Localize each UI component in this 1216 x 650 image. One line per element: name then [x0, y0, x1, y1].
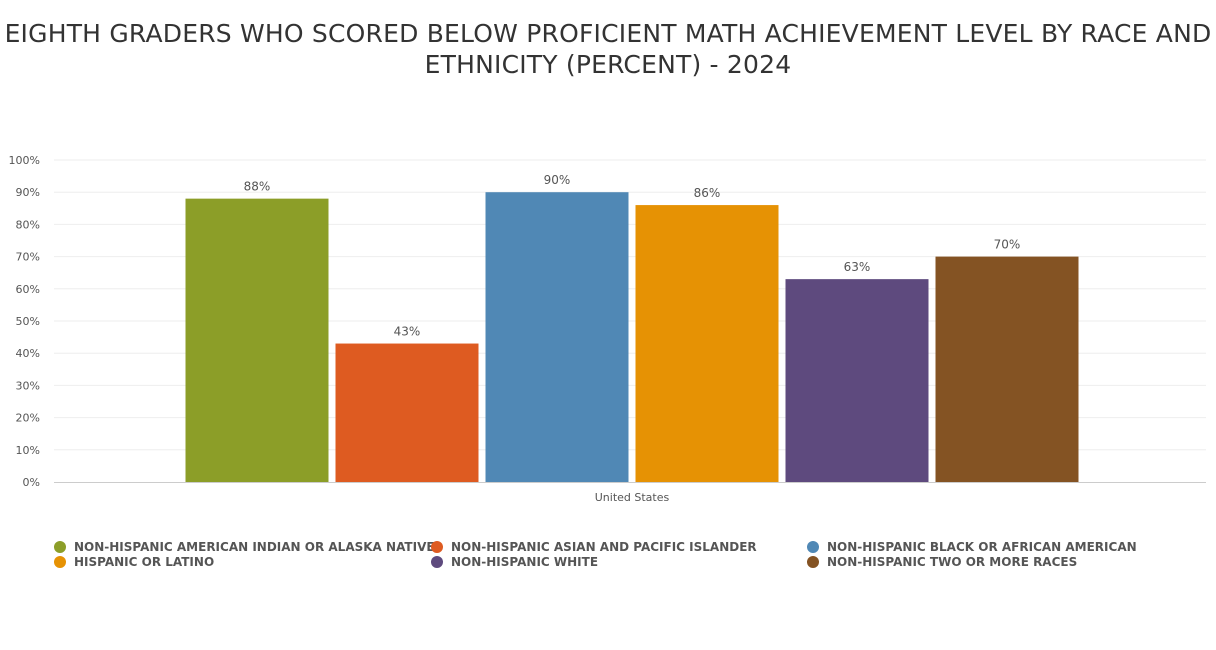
legend-swatch — [54, 541, 66, 553]
data-label: 90% — [544, 173, 571, 187]
x-tick-label: United States — [595, 491, 670, 504]
y-tick-label: 70% — [16, 251, 40, 264]
bar[interactable] — [485, 192, 629, 482]
y-tick-label: 0% — [23, 476, 40, 489]
y-tick-label: 60% — [16, 283, 40, 296]
bar-chart: 0% 10% 20% 30% 40% 50% 60% 70% 80% 90% 100% 88% 43%… — [9, 154, 1206, 504]
x-axis: United States — [54, 482, 1206, 504]
legend-item[interactable]: HISPANIC OR LATINO — [54, 555, 214, 569]
legend-label: NON-HISPANIC WHITE — [451, 555, 599, 569]
data-label: 63% — [844, 260, 871, 274]
bar[interactable] — [785, 279, 929, 482]
legend-swatch — [431, 541, 443, 553]
legend-swatch — [431, 556, 443, 568]
legend-swatch — [807, 541, 819, 553]
data-label: 70% — [994, 238, 1021, 252]
data-labels: 88% 43% 90% 86% 63% 70% — [244, 173, 1021, 338]
y-axis: 0% 10% 20% 30% 40% 50% 60% 70% 80% 90% 100% — [9, 154, 40, 489]
data-label: 86% — [694, 186, 721, 200]
y-tick-label: 30% — [16, 379, 40, 392]
bar[interactable] — [335, 343, 479, 482]
chart-title: EIGHTH GRADERS WHO SCORED BELOW PROFICIE… — [4, 19, 1212, 79]
data-label: 43% — [394, 325, 421, 339]
y-tick-label: 80% — [16, 218, 40, 231]
bars — [185, 192, 1079, 482]
legend-label: HISPANIC OR LATINO — [74, 555, 215, 569]
bar[interactable] — [635, 205, 779, 482]
legend-item[interactable]: NON-HISPANIC WHITE — [431, 555, 598, 569]
legend-item[interactable]: NON-HISPANIC TWO OR MORE RACES — [807, 555, 1077, 569]
bar[interactable] — [185, 198, 329, 482]
data-label: 88% — [244, 180, 271, 194]
legend-item[interactable]: NON-HISPANIC BLACK OR AFRICAN AMERICAN — [807, 540, 1137, 554]
legend-label: NON-HISPANIC AMERICAN INDIAN OR ALASKA N… — [74, 540, 435, 554]
y-tick-label: 10% — [16, 444, 40, 457]
y-tick-label: 40% — [16, 347, 40, 360]
legend-label: NON-HISPANIC BLACK OR AFRICAN AMERICAN — [827, 540, 1137, 554]
y-tick-label: 90% — [16, 186, 40, 199]
y-tick-label: 50% — [16, 315, 40, 328]
legend-item[interactable]: NON-HISPANIC AMERICAN INDIAN OR ALASKA N… — [54, 540, 435, 554]
legend-swatch — [54, 556, 66, 568]
legend-item[interactable]: NON-HISPANIC ASIAN AND PACIFIC ISLANDER — [431, 540, 757, 554]
y-tick-label: 20% — [16, 412, 40, 425]
legend-label: NON-HISPANIC TWO OR MORE RACES — [827, 555, 1078, 569]
bar[interactable] — [935, 256, 1079, 482]
legend-swatch — [807, 556, 819, 568]
y-tick-label: 100% — [9, 154, 40, 167]
legend-label: NON-HISPANIC ASIAN AND PACIFIC ISLANDER — [451, 540, 757, 554]
